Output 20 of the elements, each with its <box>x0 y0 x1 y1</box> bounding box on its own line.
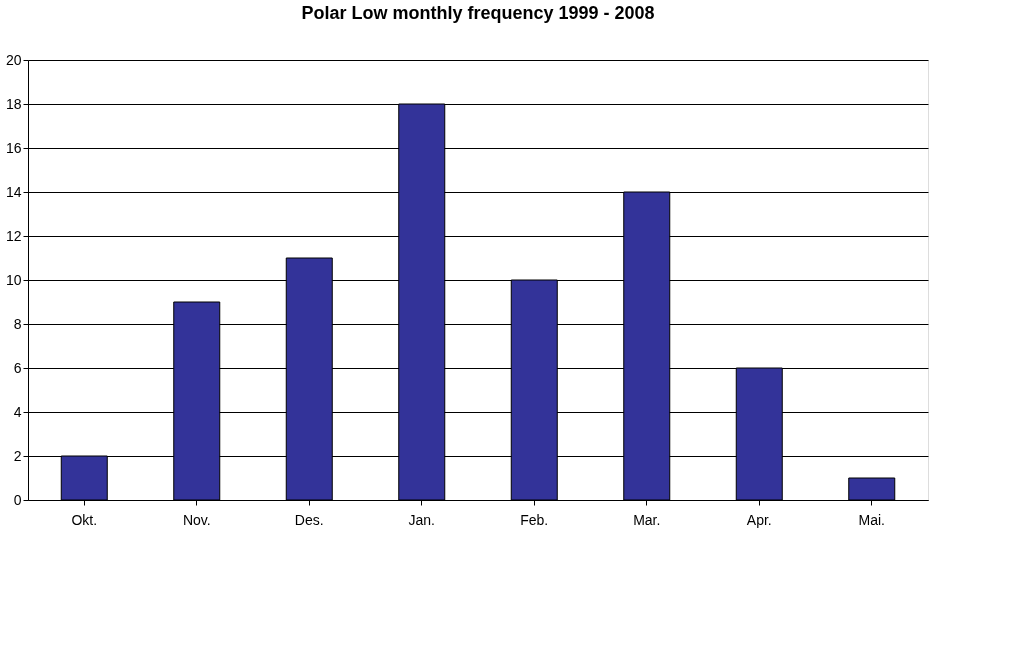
x-tick-label: Mar. <box>633 511 661 528</box>
chart-title: Polar Low monthly frequency 1999 - 2008 <box>301 3 655 23</box>
x-tick-label: Nov. <box>182 511 211 528</box>
x-tick-label: Mai. <box>858 511 885 528</box>
x-tick-label: Jan. <box>408 511 435 528</box>
x-tick-label: Apr. <box>746 511 772 528</box>
y-tick-label: 20 <box>5 51 22 68</box>
y-tick-label: 6 <box>13 359 22 376</box>
y-tick-label: 16 <box>5 139 22 156</box>
y-tick-label: 0 <box>13 491 22 508</box>
y-tick-label: 2 <box>13 447 22 464</box>
x-tick-label: Feb. <box>520 511 549 528</box>
y-tick-label: 18 <box>5 95 22 112</box>
y-tick-label: 8 <box>13 315 22 332</box>
y-tick-label: 4 <box>13 403 22 420</box>
y-tick-label: 12 <box>5 227 22 244</box>
y-tick-label: 10 <box>5 271 22 288</box>
y-tick-label: 14 <box>5 183 22 200</box>
x-tick-label: Okt. <box>71 511 98 528</box>
x-tick-label: Des. <box>294 511 324 528</box>
